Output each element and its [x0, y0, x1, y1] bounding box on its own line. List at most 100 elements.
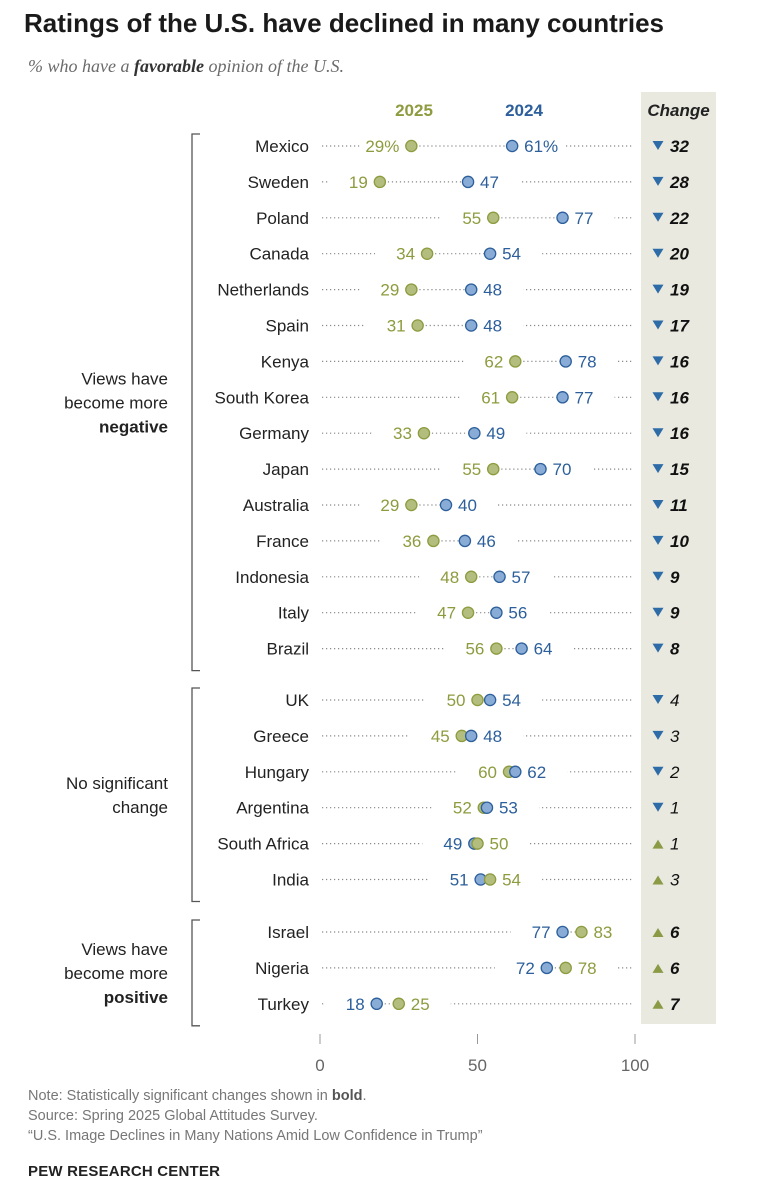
dot-2024 — [483, 247, 497, 260]
value-label-2024: 72 — [516, 959, 535, 978]
value-label-2025: 29 — [380, 281, 399, 300]
value-label-2025: 62 — [484, 352, 503, 371]
label-clearance — [365, 315, 524, 336]
value-label-2025: 36 — [402, 532, 421, 551]
group-label-line: negative — [99, 417, 168, 436]
dot-2024 — [464, 283, 478, 296]
country-label: Spain — [266, 317, 309, 336]
change-down-triangle — [652, 176, 664, 186]
note-post: . — [362, 1088, 367, 1104]
label-clearance — [359, 495, 498, 515]
change-down-triangle — [652, 643, 664, 653]
label-clearance — [381, 530, 517, 551]
country-label: Poland — [256, 209, 309, 228]
dot-2024 — [461, 175, 475, 189]
dot-2025 — [461, 606, 475, 619]
change-value: 11 — [670, 496, 688, 515]
change-value: 7 — [670, 995, 681, 1014]
change-down-triangle — [652, 320, 664, 330]
legend-2024: 2024 — [505, 101, 543, 120]
group-bracket — [191, 919, 200, 1027]
value-label-2025: 60 — [478, 763, 497, 782]
value-label-2025: 47 — [437, 604, 456, 623]
dot-2025 — [405, 498, 418, 512]
x-tick-label: 0 — [315, 1056, 324, 1075]
label-clearance — [494, 957, 618, 978]
dot-2025 — [405, 139, 418, 153]
value-label-2024: 48 — [483, 281, 502, 300]
dot-2025 — [559, 961, 572, 975]
dot-2025 — [509, 355, 522, 368]
country-label: Japan — [263, 460, 309, 479]
report-line: “U.S. Image Declines in Many Nations Ami… — [28, 1128, 483, 1144]
country-label: Israel — [267, 923, 309, 942]
value-label-2024: 18 — [346, 995, 365, 1014]
value-label-2025: 50 — [447, 691, 466, 710]
dot-2024 — [515, 642, 528, 655]
change-down-triangle — [652, 500, 664, 509]
dot-2024 — [480, 801, 494, 814]
label-clearance — [425, 690, 543, 710]
dot-2025 — [471, 693, 484, 707]
change-up-triangle — [652, 839, 664, 849]
value-label-2024: 51 — [450, 871, 469, 890]
value-label-2025: 55 — [462, 460, 481, 479]
country-label: Kenya — [261, 352, 310, 371]
country-label: Indonesia — [235, 568, 309, 587]
change-down-triangle — [652, 428, 664, 438]
dot-2024 — [464, 729, 478, 743]
dot-2025 — [420, 247, 434, 260]
value-label-2025: 33 — [393, 424, 412, 443]
value-label-2024: 49 — [443, 835, 462, 854]
value-label-2024: 54 — [502, 245, 521, 264]
label-clearance — [359, 279, 524, 300]
note-pre: Note: Statistically significant changes … — [28, 1088, 332, 1104]
dot-2024 — [483, 693, 497, 707]
change-value: 3 — [670, 871, 680, 890]
group-label-line: No significant — [66, 774, 168, 793]
change-value: 8 — [670, 640, 680, 659]
value-label-2024: 57 — [512, 568, 531, 587]
change-down-triangle — [652, 535, 664, 545]
value-label-2024: 62 — [527, 763, 546, 782]
dot-2025 — [471, 837, 484, 850]
value-label-2024: 40 — [458, 496, 477, 515]
change-down-triangle — [652, 695, 664, 704]
value-label-2025: 19 — [349, 173, 368, 192]
note-bold: bold — [331, 1088, 363, 1104]
change-value: 3 — [670, 727, 680, 746]
country-label: Mexico — [255, 137, 309, 156]
change-down-triangle — [652, 356, 664, 366]
change-up-triangle — [652, 928, 664, 937]
value-label-2025: 61 — [481, 388, 500, 407]
change-value: 2 — [669, 763, 680, 782]
change-value: 15 — [670, 460, 689, 479]
subtitle-pre: % who have a — [28, 56, 134, 76]
legend-2025: 2025 — [395, 101, 433, 120]
country-label: Italy — [278, 604, 310, 623]
label-clearance — [419, 566, 552, 587]
country-label: Turkey — [258, 995, 310, 1014]
change-value: 16 — [670, 388, 689, 407]
change-up-triangle — [652, 963, 664, 973]
value-label-2025: 48 — [440, 568, 459, 587]
change-value: 19 — [670, 281, 689, 300]
change-value: 22 — [669, 209, 689, 228]
group-label-line: Views have — [81, 369, 168, 388]
country-label: Canada — [249, 245, 309, 264]
dot-2024 — [556, 211, 569, 225]
country-label: Sweden — [248, 173, 309, 192]
group-label-line: positive — [104, 988, 168, 1007]
country-label: France — [256, 532, 309, 551]
x-tick-label: 50 — [468, 1056, 487, 1075]
change-value: 10 — [670, 532, 689, 551]
country-label: Greece — [253, 727, 309, 746]
value-label-2025: 56 — [465, 640, 484, 659]
group-bracket — [191, 687, 200, 903]
dot-2024 — [509, 765, 522, 779]
chart-notes: Note: Statistically significant changes … — [28, 1086, 483, 1146]
value-label-2024: 54 — [502, 691, 521, 710]
country-label: South Korea — [214, 388, 309, 407]
change-value: 4 — [670, 691, 679, 710]
label-clearance — [441, 459, 593, 480]
